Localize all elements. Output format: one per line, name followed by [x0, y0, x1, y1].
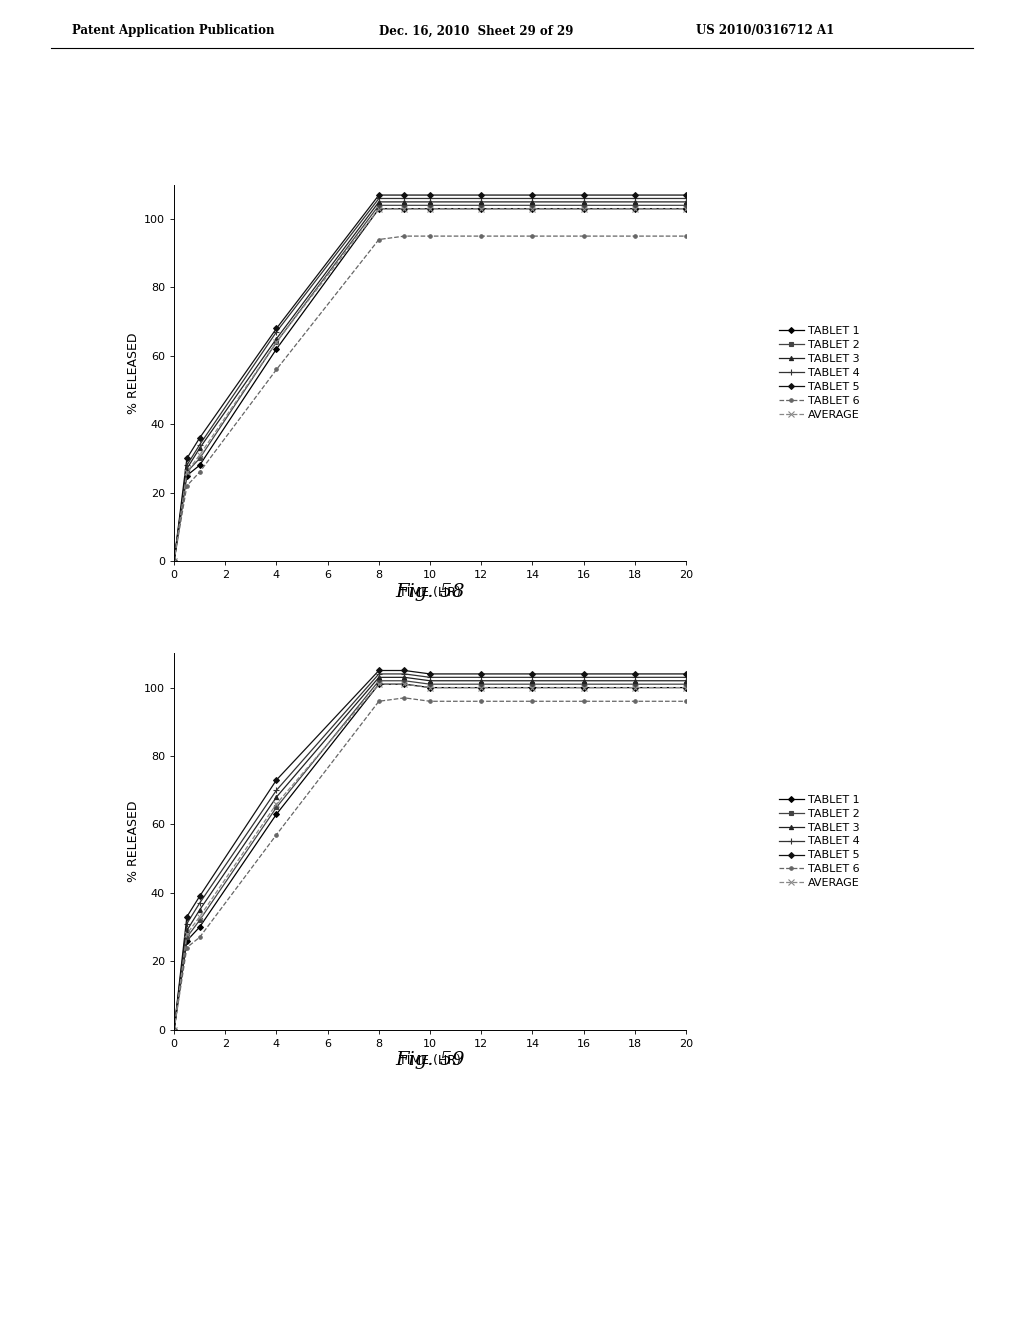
Text: Patent Application Publication: Patent Application Publication — [72, 24, 274, 37]
Y-axis label: % RELEASED: % RELEASED — [127, 333, 140, 413]
Legend: TABLET 1, TABLET 2, TABLET 3, TABLET 4, TABLET 5, TABLET 6, AVERAGE: TABLET 1, TABLET 2, TABLET 3, TABLET 4, … — [779, 326, 860, 420]
Text: US 2010/0316712 A1: US 2010/0316712 A1 — [696, 24, 835, 37]
X-axis label: TIME (HR): TIME (HR) — [399, 1055, 461, 1067]
Text: Fig. 59: Fig. 59 — [395, 1051, 465, 1069]
X-axis label: TIME (HR): TIME (HR) — [399, 586, 461, 598]
Text: Dec. 16, 2010  Sheet 29 of 29: Dec. 16, 2010 Sheet 29 of 29 — [379, 24, 573, 37]
Text: Fig. 58: Fig. 58 — [395, 582, 465, 601]
Y-axis label: % RELEASED: % RELEASED — [127, 801, 140, 882]
Legend: TABLET 1, TABLET 2, TABLET 3, TABLET 4, TABLET 5, TABLET 6, AVERAGE: TABLET 1, TABLET 2, TABLET 3, TABLET 4, … — [779, 795, 860, 888]
